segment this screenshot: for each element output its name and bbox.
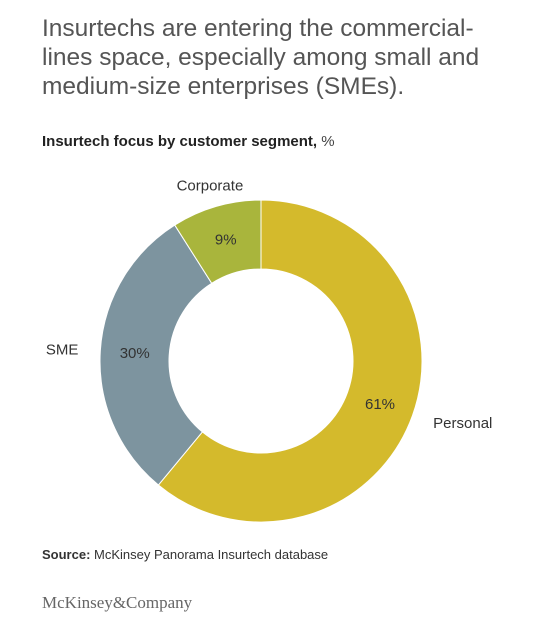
category-label-corporate: Corporate [177, 177, 244, 194]
source-label: Source: [42, 547, 91, 562]
slice-corporate [174, 199, 262, 285]
chart-title-text: Insurtech focus by customer segment, [42, 133, 318, 150]
chart-title: Insurtech focus by customer segment, % [42, 133, 335, 150]
donut-chart: 61% Personal 30% SME 9% Corporate [46, 177, 492, 523]
headline: Insurtechs are entering the commercial-l… [42, 15, 480, 100]
category-label-sme: SME [46, 342, 79, 359]
slice-sme [99, 224, 213, 486]
value-label-corporate: 9% [215, 232, 237, 249]
value-label-personal: 61% [365, 396, 395, 413]
chart-title-unit: % [321, 133, 335, 150]
value-label-sme: 30% [120, 345, 150, 362]
source-note: Source: McKinsey Panorama Insurtech data… [42, 547, 328, 562]
slice-personal [157, 199, 423, 523]
category-label-personal: Personal [433, 415, 492, 432]
source-text: McKinsey Panorama Insurtech database [90, 547, 329, 562]
mckinsey-logo: McKinsey&Company [42, 593, 193, 612]
